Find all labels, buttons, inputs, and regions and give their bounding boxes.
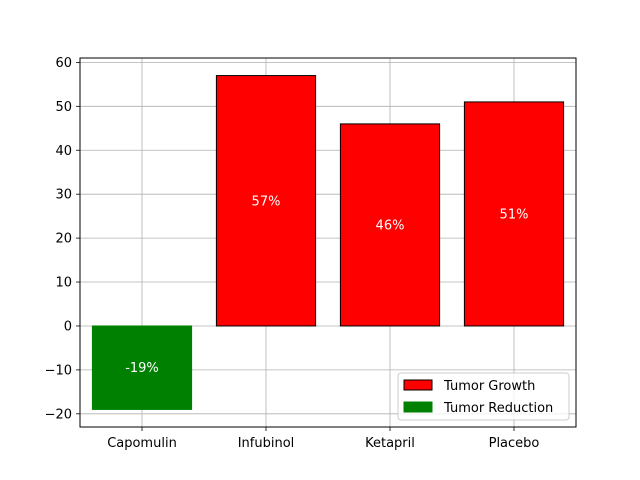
data-label-infubinol: 57%	[252, 194, 281, 209]
x-axis: Capomulin Infubinol Ketapril Placebo	[107, 427, 539, 451]
plot-frame	[79, 57, 577, 428]
y-tick-label: 30	[55, 188, 72, 203]
legend-label-growth: Tumor Growth	[443, 379, 535, 394]
y-tick-label: 60	[55, 56, 72, 71]
data-label-ketapril: 46%	[376, 218, 405, 233]
bar-infubinol	[215, 75, 317, 327]
y-tick-label: 0	[64, 319, 72, 334]
legend-swatch-growth	[403, 379, 433, 391]
data-labels: -19% 57% 46% 51%	[125, 194, 528, 376]
legend-box	[397, 372, 570, 421]
legend: Tumor Growth Tumor Reduction	[397, 372, 570, 421]
x-tick-label-ketapril: Ketapril	[365, 436, 415, 451]
x-tick-label-infubinol: Infubinol	[238, 436, 295, 451]
bar-placebo	[463, 101, 565, 327]
y-tick-label: −20	[45, 407, 72, 422]
bar-ketapril	[339, 123, 441, 327]
data-label-capomulin: -19%	[125, 361, 159, 376]
y-tick-label: 50	[55, 100, 72, 115]
y-tick-label: 10	[55, 276, 72, 291]
x-tick-label-placebo: Placebo	[489, 436, 540, 451]
x-tick-label-capomulin: Capomulin	[107, 436, 177, 451]
legend-label-reduction: Tumor Reduction	[443, 401, 553, 416]
y-tick-label: 20	[55, 232, 72, 247]
y-tick-label: 40	[55, 144, 72, 159]
y-axis: −20 −10 0 10 20 30 40 50 60	[45, 56, 80, 422]
data-label-placebo: 51%	[500, 207, 529, 222]
legend-swatch-reduction	[403, 401, 433, 413]
y-tick-label: −10	[45, 363, 72, 378]
bars	[91, 75, 565, 410]
bar-capomulin	[91, 325, 193, 410]
